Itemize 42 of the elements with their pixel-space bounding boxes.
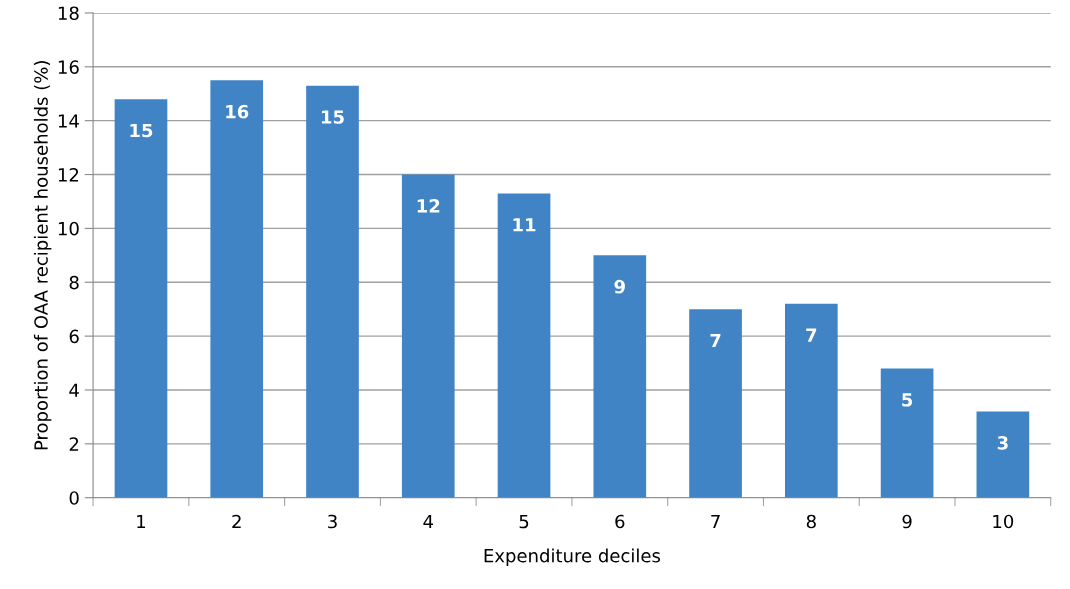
- data-label: 9: [614, 279, 625, 294]
- data-label: 15: [130, 123, 153, 138]
- data-label: 16: [226, 104, 249, 119]
- y-tick-label: 14: [58, 114, 79, 128]
- x-tick-label: 5: [519, 514, 529, 529]
- bar: [114, 99, 168, 498]
- y-tick-label: 0: [69, 491, 79, 505]
- x-tick-label: 2: [232, 514, 241, 529]
- y-tick-label: 8: [69, 275, 79, 290]
- x-tick-label: 7: [711, 514, 720, 529]
- x-tick-label: 3: [328, 514, 337, 529]
- y-tick-label: 16: [58, 60, 79, 74]
- x-tick-label: 6: [615, 514, 625, 529]
- bar: [880, 368, 934, 498]
- bar: [784, 303, 838, 498]
- y-tick-label: 12: [58, 168, 79, 182]
- bar: [593, 255, 647, 498]
- x-tick-label: 10: [993, 514, 1014, 529]
- bar: [497, 193, 551, 498]
- bar: [976, 411, 1030, 498]
- x-tick-label: 9: [902, 514, 912, 529]
- data-label: 12: [417, 199, 440, 213]
- x-tick-label: 4: [423, 514, 433, 529]
- y-tick-label: 6: [69, 329, 79, 344]
- y-tick-label: 2: [69, 437, 79, 451]
- data-label: 3: [997, 436, 1008, 450]
- y-tick-label: 4: [69, 383, 79, 397]
- data-label: 11: [513, 218, 536, 232]
- bar: [210, 80, 264, 498]
- y-axis-title: Proportion of OAA recipient households (%): [33, 61, 52, 450]
- x-axis-title: Expenditure deciles: [484, 548, 661, 566]
- y-tick-label: 18: [58, 6, 79, 21]
- x-tick-label: 8: [806, 514, 816, 529]
- y-tick-label: 10: [58, 221, 79, 236]
- bar: [401, 174, 455, 498]
- data-label: 15: [321, 110, 344, 124]
- bar: [689, 309, 742, 498]
- x-tick-label: 1: [137, 514, 146, 529]
- data-label: 5: [902, 393, 913, 407]
- data-label: 7: [806, 328, 817, 342]
- data-label: 7: [710, 333, 721, 348]
- bar: [306, 85, 359, 498]
